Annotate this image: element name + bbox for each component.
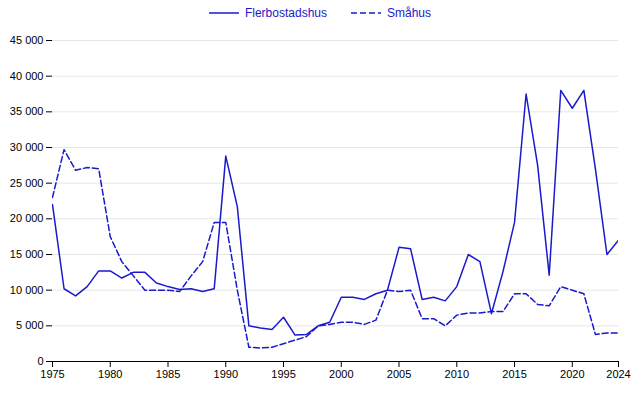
svg-text:35 000: 35 000: [10, 105, 44, 117]
svg-text:2024: 2024: [606, 368, 630, 380]
svg-text:30 000: 30 000: [10, 141, 44, 153]
svg-text:20 000: 20 000: [10, 212, 44, 224]
html-text:Flerbostadshus: Flerbostadshus: [245, 6, 327, 20]
svg-text:40 000: 40 000: [10, 70, 44, 82]
svg-text:2010: 2010: [445, 368, 469, 380]
svg-text:2005: 2005: [387, 368, 411, 380]
svg-text:2020: 2020: [560, 368, 584, 380]
svg-text:2015: 2015: [502, 368, 526, 380]
svg-text:1975: 1975: [40, 368, 64, 380]
svg-text:25 000: 25 000: [10, 177, 44, 189]
svg-text:45 000: 45 000: [10, 34, 44, 46]
svg-text:10 000: 10 000: [10, 284, 44, 296]
svg-text:1995: 1995: [271, 368, 295, 380]
svg-text:1980: 1980: [98, 368, 122, 380]
svg-text:1990: 1990: [214, 368, 238, 380]
svg-text:15 000: 15 000: [10, 248, 44, 260]
svg-text:1985: 1985: [156, 368, 180, 380]
svg-text:2000: 2000: [329, 368, 353, 380]
html-text:Småhus: Småhus: [387, 6, 431, 20]
svg-text:5 000: 5 000: [16, 319, 44, 331]
svg-text:0: 0: [37, 355, 43, 367]
